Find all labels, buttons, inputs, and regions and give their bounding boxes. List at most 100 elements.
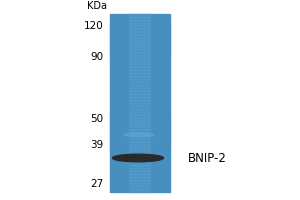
Bar xyxy=(110,34,170,38)
Bar xyxy=(129,135,150,139)
Text: 90: 90 xyxy=(90,52,104,62)
Bar xyxy=(110,76,170,79)
Bar xyxy=(110,132,170,136)
Bar xyxy=(129,117,150,121)
Text: 50: 50 xyxy=(90,114,104,124)
Bar xyxy=(110,22,170,26)
Bar xyxy=(110,100,170,103)
Bar xyxy=(129,91,150,94)
Bar xyxy=(129,159,150,162)
Bar xyxy=(110,14,170,17)
Bar xyxy=(110,114,170,118)
Bar xyxy=(110,52,170,56)
Bar xyxy=(129,177,150,180)
Bar xyxy=(110,91,170,94)
Bar xyxy=(110,180,170,183)
Bar xyxy=(110,144,170,148)
Bar xyxy=(110,147,170,150)
Text: 120: 120 xyxy=(84,21,103,31)
Bar xyxy=(129,40,150,44)
Bar xyxy=(129,46,150,50)
Bar xyxy=(110,20,170,23)
Bar xyxy=(129,76,150,79)
Bar xyxy=(110,55,170,58)
Bar xyxy=(129,22,150,26)
Bar xyxy=(110,117,170,121)
Bar xyxy=(110,61,170,64)
Bar xyxy=(129,153,150,156)
Bar xyxy=(110,189,170,192)
Bar xyxy=(110,177,170,180)
Bar xyxy=(110,141,170,145)
Bar xyxy=(129,94,150,97)
Bar xyxy=(129,174,150,177)
Text: KDa: KDa xyxy=(86,1,106,11)
Bar xyxy=(129,49,150,53)
Bar xyxy=(129,61,150,64)
Bar xyxy=(129,37,150,41)
Bar xyxy=(129,20,150,23)
Bar xyxy=(110,129,170,133)
Bar xyxy=(110,168,170,171)
Bar xyxy=(129,52,150,56)
Bar xyxy=(129,109,150,112)
Bar xyxy=(110,135,170,139)
Bar xyxy=(110,94,170,97)
Bar xyxy=(110,97,170,100)
Bar xyxy=(129,25,150,29)
Bar xyxy=(110,70,170,73)
Bar xyxy=(129,28,150,32)
Bar xyxy=(129,73,150,76)
Bar xyxy=(110,120,170,124)
Ellipse shape xyxy=(112,154,164,162)
Bar xyxy=(110,49,170,53)
Bar xyxy=(129,162,150,165)
Bar xyxy=(110,28,170,32)
Bar xyxy=(129,123,150,127)
Bar xyxy=(110,43,170,47)
Bar xyxy=(129,147,150,150)
Bar xyxy=(129,165,150,168)
Bar xyxy=(110,37,170,41)
Bar xyxy=(129,17,150,20)
Bar xyxy=(110,85,170,88)
Bar xyxy=(129,132,150,136)
Bar xyxy=(110,88,170,91)
Bar xyxy=(129,150,150,153)
Bar xyxy=(110,17,170,20)
Bar xyxy=(110,153,170,156)
Bar xyxy=(110,159,170,162)
Bar xyxy=(129,70,150,73)
Bar xyxy=(110,123,170,127)
Bar xyxy=(129,103,150,106)
Bar xyxy=(110,64,170,67)
Bar xyxy=(129,112,150,115)
Bar xyxy=(110,40,170,44)
Bar xyxy=(129,106,150,109)
Bar xyxy=(110,156,170,159)
Bar xyxy=(110,67,170,70)
Bar xyxy=(110,73,170,76)
Bar xyxy=(129,97,150,100)
Bar xyxy=(129,156,150,159)
Bar xyxy=(129,82,150,85)
Bar xyxy=(129,100,150,103)
Bar xyxy=(129,168,150,171)
Bar xyxy=(129,126,150,130)
Bar xyxy=(129,55,150,58)
Bar xyxy=(129,180,150,183)
Bar xyxy=(129,144,150,148)
Bar xyxy=(129,186,150,189)
Ellipse shape xyxy=(124,133,154,137)
Bar xyxy=(110,109,170,112)
Bar xyxy=(110,186,170,189)
Bar xyxy=(110,162,170,165)
Bar xyxy=(129,88,150,91)
Bar xyxy=(110,174,170,177)
Bar xyxy=(110,171,170,174)
Bar xyxy=(110,138,170,142)
Bar xyxy=(110,82,170,85)
Bar xyxy=(110,46,170,50)
Text: 39: 39 xyxy=(90,140,104,150)
Bar xyxy=(129,14,150,17)
